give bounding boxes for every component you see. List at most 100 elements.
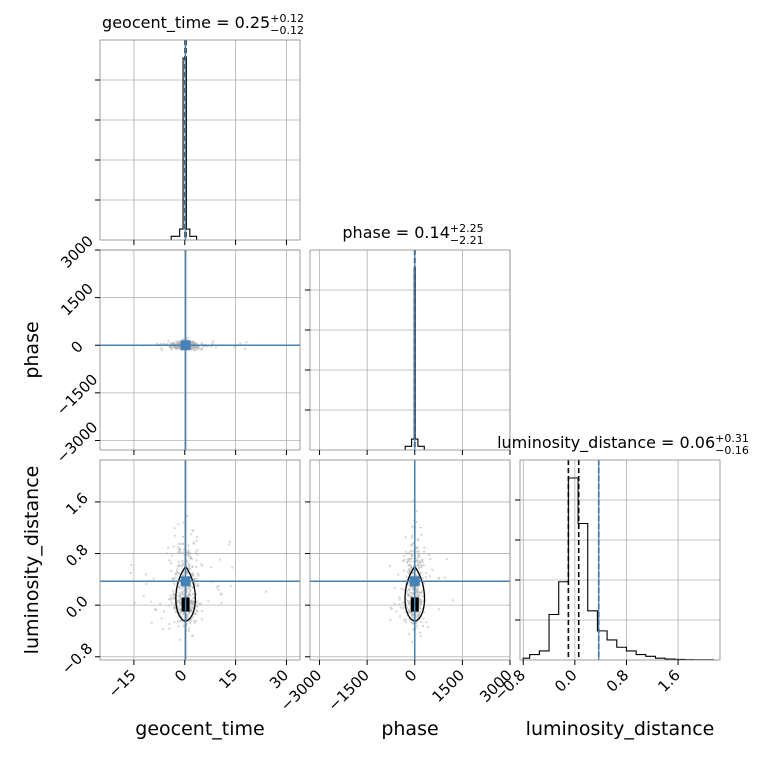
scatter-point: [193, 621, 196, 625]
scatter-point: [178, 592, 182, 595]
panel-content: [404, 250, 425, 450]
scatter-point: [177, 585, 180, 588]
scatter-point: [168, 627, 171, 630]
scatter-point: [405, 590, 408, 593]
scatter-point: [179, 594, 182, 597]
scatter-point: [190, 606, 193, 609]
scatter-point: [168, 604, 171, 607]
scatter-point: [187, 549, 191, 552]
scatter-point: [199, 602, 202, 605]
scatter-point: [390, 607, 393, 610]
scatter-point: [239, 342, 242, 345]
scatter-point: [408, 588, 411, 591]
scatter-point: [195, 577, 198, 580]
scatter-point: [181, 542, 185, 546]
scatter-point: [195, 559, 198, 562]
scatter-point: [160, 617, 163, 620]
scatter-point: [404, 610, 407, 614]
scatter-point: [176, 546, 180, 549]
y-tick-label: 0: [67, 337, 86, 356]
scatter-point: [189, 555, 192, 558]
panel-frame: [99, 249, 301, 451]
scatter-point: [195, 584, 199, 587]
scatter-point: [130, 564, 133, 567]
scatter-point: [169, 598, 172, 601]
scatter-point: [171, 590, 175, 593]
scatter-point: [182, 563, 185, 566]
scatter-point: [161, 627, 164, 631]
scatter-point: [178, 602, 181, 605]
scatter-point: [173, 621, 176, 624]
scatter-point: [426, 625, 430, 629]
scatter-point: [182, 548, 186, 551]
scatter-point: [405, 621, 408, 624]
x-tick-label: 0.0: [551, 666, 581, 696]
scatter-point: [417, 620, 420, 623]
scatter-point: [193, 347, 196, 351]
scatter-point: [200, 342, 203, 345]
scatter-point: [166, 552, 169, 555]
scatter-point: [175, 570, 178, 573]
scatter-point: [168, 559, 171, 562]
scatter-point: [191, 634, 194, 637]
x-tick-label: −1500: [324, 666, 373, 715]
scatter-point: [173, 346, 176, 349]
scatter-point: [407, 633, 411, 636]
scatter-point: [177, 560, 180, 563]
scatter-point: [437, 608, 441, 611]
scatter-point: [416, 591, 419, 595]
scatter-point: [218, 558, 222, 561]
scatter-point: [403, 558, 406, 561]
scatter-point: [415, 550, 419, 553]
scatter-point: [194, 582, 197, 585]
scatter-point: [180, 592, 184, 595]
y-tick-label: 0.8: [62, 541, 92, 571]
scatter-point: [150, 621, 153, 624]
scatter-point: [189, 557, 192, 560]
scatter-point: [408, 551, 411, 554]
scatter-point: [194, 565, 198, 568]
scatter-point: [420, 533, 423, 536]
scatter-point: [416, 546, 420, 549]
scatter-point: [217, 588, 220, 591]
scatter-point: [417, 612, 420, 616]
scatter-point: [407, 593, 411, 596]
scatter-point: [416, 559, 419, 562]
scatter-point: [191, 574, 194, 577]
scatter-point: [186, 336, 189, 340]
scatter-point: [421, 577, 424, 580]
x-tick-label: 0: [171, 666, 190, 685]
scatter-point: [152, 577, 155, 580]
scatter-point: [406, 560, 409, 564]
scatter-point: [200, 347, 203, 350]
y-tick-label: 0.0: [62, 592, 92, 622]
panel-content: [310, 460, 510, 660]
scatter-point: [193, 341, 196, 344]
histogram-geocent_time: [170, 57, 198, 240]
scatter-point: [176, 620, 180, 623]
scatter-point: [421, 589, 424, 592]
panel-title-text: geocent_time = 0.25+0.12 −0.12: [102, 12, 304, 37]
scatter-point: [406, 558, 409, 561]
scatter-point: [197, 347, 200, 350]
scatter-point: [191, 603, 194, 606]
scatter-point: [177, 571, 180, 575]
scatter-point: [243, 347, 247, 350]
scatter-point: [424, 576, 427, 579]
scatter-point: [175, 610, 178, 613]
scatter-point: [188, 589, 191, 592]
scatter-point: [415, 547, 418, 550]
scatter-point: [187, 592, 191, 595]
x-tick-label: 15: [215, 666, 241, 692]
scatter-point: [220, 601, 223, 605]
scatter-point: [429, 557, 432, 561]
scatter-point: [405, 597, 408, 601]
scatter-point: [195, 600, 199, 603]
scatter-point: [196, 549, 199, 552]
panel-title-text: phase = 0.14+2.25 −2.21: [342, 222, 483, 247]
scatter-point: [411, 525, 414, 528]
scatter-point: [398, 598, 401, 601]
scatter-point: [395, 610, 398, 613]
x-axis-label-luminosity_distance: luminosity_distance: [526, 718, 715, 740]
scatter-point: [245, 341, 248, 344]
